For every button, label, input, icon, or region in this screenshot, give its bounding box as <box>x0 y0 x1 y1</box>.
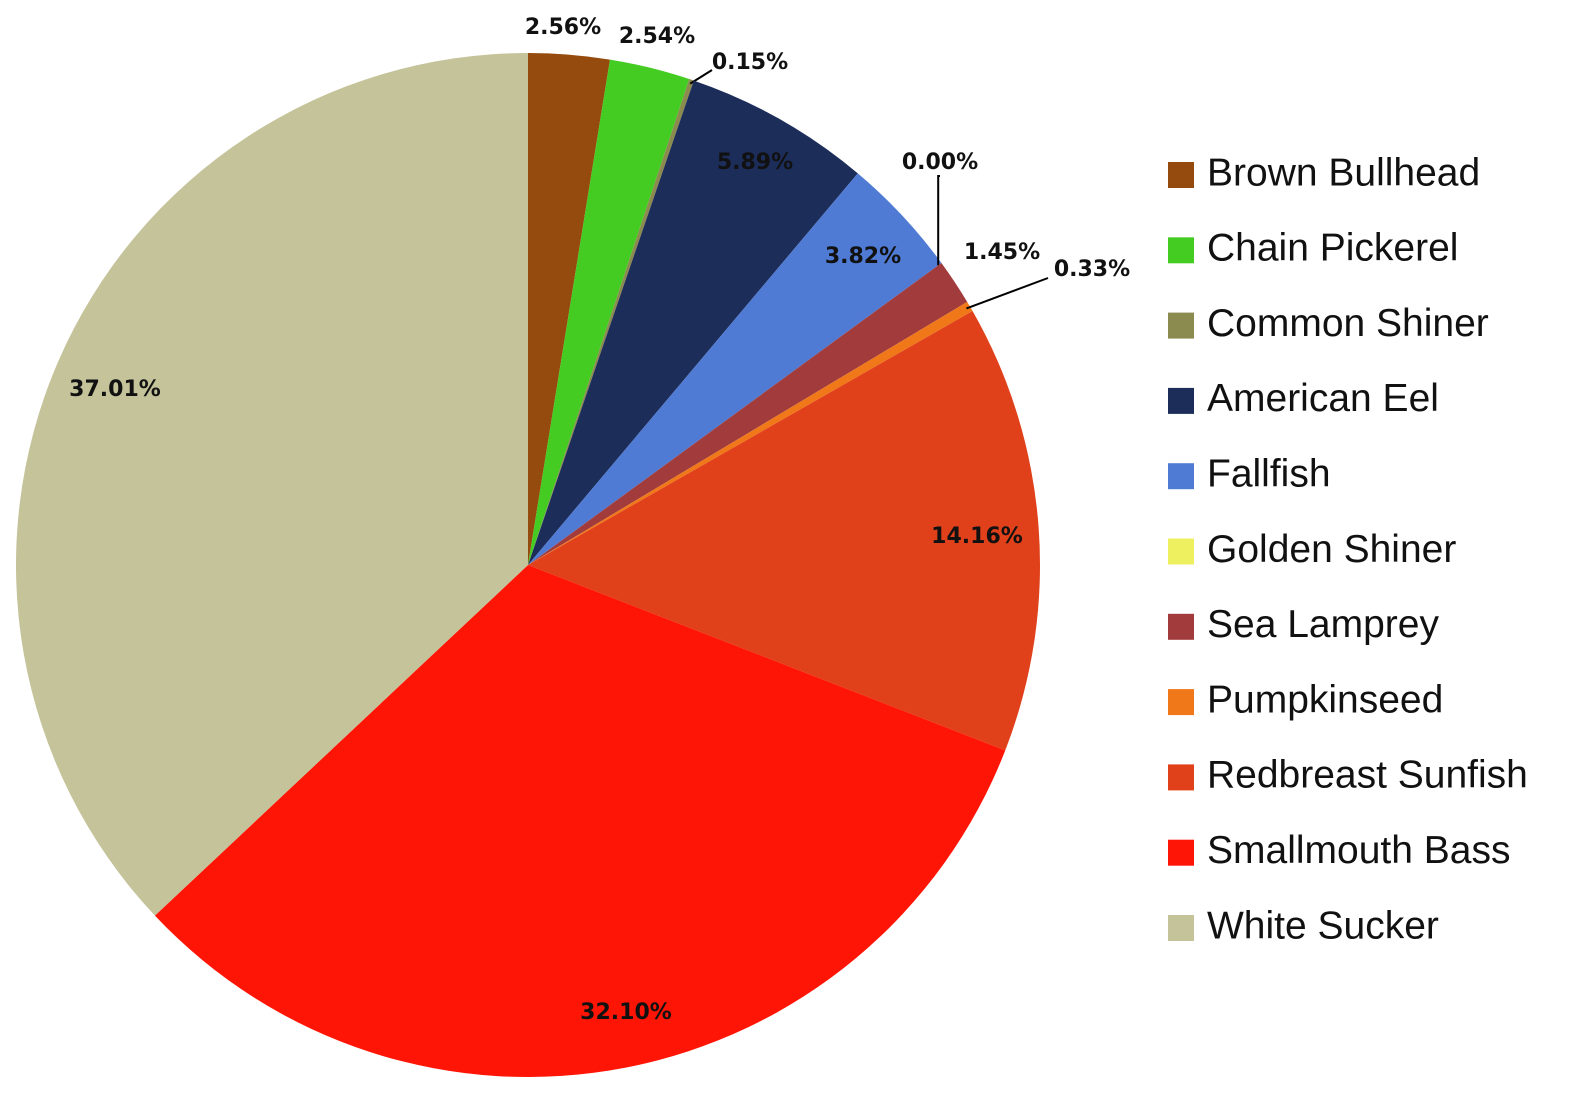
legend-swatch <box>1168 387 1194 414</box>
data-label: 1.45% <box>964 240 1040 265</box>
legend-label: Golden Shiner <box>1207 528 1456 571</box>
pie-slice <box>528 262 942 565</box>
data-label: 0.33% <box>1054 257 1130 282</box>
legend-swatch <box>1168 764 1194 791</box>
pie-slice <box>528 53 610 565</box>
legend-label: Pumpkinseed <box>1207 678 1443 721</box>
data-label: 37.01% <box>69 377 161 402</box>
pie-slice <box>154 565 1006 1077</box>
data-label: 2.56% <box>525 15 601 40</box>
legend-label: White Sucker <box>1207 904 1439 947</box>
data-label: 14.16% <box>931 524 1023 549</box>
pie-slice <box>528 79 694 565</box>
leader-line <box>937 175 940 266</box>
pie-slice <box>528 310 1040 751</box>
legend-swatch <box>1168 312 1194 339</box>
legend-label: Chain Pickerel <box>1207 227 1458 270</box>
pie-slice <box>528 173 942 566</box>
legend-label: Brown Bullhead <box>1207 151 1480 194</box>
legend-swatch <box>1168 162 1194 188</box>
data-label: 5.89% <box>717 150 793 175</box>
legend-swatch <box>1168 915 1194 941</box>
legend-label: Smallmouth Bass <box>1207 829 1510 872</box>
legend-label: Fallfish <box>1207 452 1331 495</box>
legend-label: Sea Lamprey <box>1207 603 1439 646</box>
legend-swatch <box>1168 237 1194 264</box>
data-label: 0.00% <box>902 150 978 175</box>
data-label: 3.82% <box>825 244 901 269</box>
pie-slice <box>528 80 858 566</box>
legend-label: American Eel <box>1207 377 1439 420</box>
data-label: 0.15% <box>712 50 788 75</box>
legend-swatch <box>1168 689 1194 716</box>
pie-slice <box>16 53 529 916</box>
pie-slice <box>528 59 690 566</box>
legend-swatch <box>1168 538 1194 565</box>
legend-swatch <box>1168 613 1194 640</box>
leader-line <box>966 277 1049 310</box>
data-label: 32.10% <box>580 1000 672 1025</box>
pie-slice <box>528 262 968 565</box>
legend-swatch <box>1168 839 1194 866</box>
legend-label: Common Shiner <box>1207 302 1489 345</box>
legend-swatch <box>1168 463 1194 490</box>
pie-slice <box>528 301 973 565</box>
legend-label: Redbreast Sunfish <box>1207 754 1528 797</box>
data-label: 2.54% <box>619 24 695 49</box>
